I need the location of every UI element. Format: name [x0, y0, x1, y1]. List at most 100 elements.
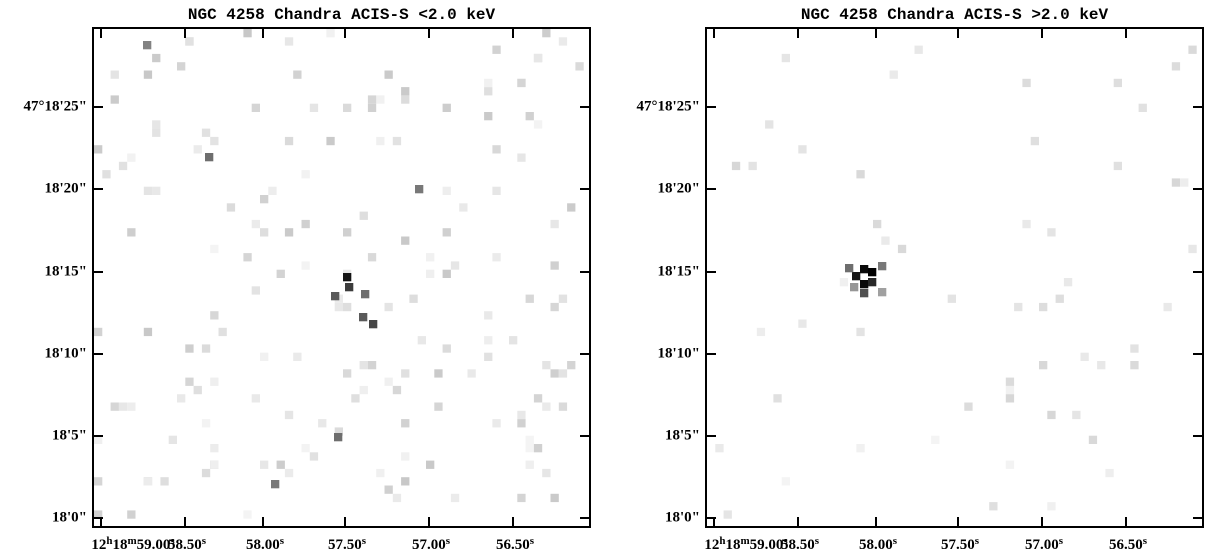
pixel [401, 95, 410, 104]
pixel [897, 244, 907, 254]
pixel [525, 435, 534, 444]
pixel [210, 136, 219, 146]
pixel [143, 41, 152, 50]
pixel [201, 468, 211, 478]
pixel [94, 477, 103, 486]
pixel [517, 410, 526, 420]
pixel [177, 62, 186, 71]
pixel [110, 402, 119, 411]
pixel [450, 493, 460, 503]
pixel [127, 510, 136, 519]
pixel [318, 419, 327, 428]
pixel [392, 493, 402, 503]
tick-value: 57.00 [412, 537, 446, 553]
y-tick-label: 47°18'25" [24, 98, 88, 114]
y-tick-label: 18'5" [665, 427, 700, 443]
pixel [168, 435, 177, 444]
pixel [110, 95, 119, 104]
pixel [434, 369, 443, 378]
pixel [367, 95, 377, 104]
pixel [484, 311, 493, 320]
pixel [533, 120, 543, 129]
pixel [417, 336, 426, 345]
pixel [218, 327, 227, 337]
pixel [467, 369, 476, 378]
pixel [567, 361, 576, 370]
y-tick-label: 18'0" [52, 509, 87, 525]
pixel [118, 402, 128, 411]
pixel [1039, 302, 1048, 312]
y-tick-label: 18'15" [658, 263, 701, 279]
pixel [442, 228, 451, 237]
tick-value: 12 [704, 537, 719, 553]
pixel [293, 70, 302, 79]
pixel [127, 228, 136, 237]
pixel [1055, 294, 1064, 303]
pixel [384, 485, 393, 494]
tick-unit: s [815, 535, 820, 547]
pixel [251, 286, 260, 295]
pixel [359, 385, 368, 395]
pixel [550, 302, 559, 312]
pixel [542, 361, 551, 370]
pixel [550, 369, 559, 378]
pixel [558, 369, 568, 378]
pixel [1171, 178, 1181, 187]
pixel [260, 460, 269, 469]
pixel [509, 336, 518, 345]
tick-value: 58.00 [246, 537, 280, 553]
pixel [1063, 278, 1073, 287]
tick-value: 58.00 [859, 537, 893, 553]
pixel [484, 78, 493, 88]
pixel [94, 435, 103, 444]
pixel [798, 319, 807, 328]
pixel [185, 377, 194, 386]
pixel [715, 444, 724, 453]
pixel [1105, 468, 1114, 478]
pixel [143, 70, 153, 79]
tick-unit: s [202, 535, 207, 547]
pixel [376, 468, 385, 478]
pixel [856, 170, 865, 179]
pixel [542, 402, 551, 411]
pixel [359, 313, 368, 322]
pixel [1005, 385, 1015, 395]
pixel [331, 292, 340, 301]
pixel [243, 253, 252, 262]
pixel [185, 344, 194, 353]
pixel [334, 427, 343, 436]
pixel [94, 327, 103, 337]
pixel [442, 103, 451, 112]
tick-value: 56.50 [496, 537, 530, 553]
pixel [1188, 45, 1197, 54]
pixel [243, 510, 252, 519]
pixel [343, 369, 352, 378]
pixel [878, 262, 887, 271]
frame [705, 27, 1204, 528]
pixel [1130, 344, 1139, 353]
pixel [201, 419, 211, 428]
pixel [343, 103, 352, 112]
pixel [401, 369, 410, 378]
pixel [260, 195, 269, 204]
tick-value: 18 [725, 537, 740, 553]
pixel [989, 502, 998, 511]
pixel [459, 203, 468, 212]
pixel [343, 302, 352, 312]
pixel [533, 394, 543, 403]
tick-unit: h [106, 535, 112, 547]
pixel [1005, 460, 1015, 469]
pixel [152, 186, 161, 195]
pixel [1130, 361, 1139, 370]
pixel [947, 294, 956, 303]
pixel [301, 219, 310, 229]
pixel [542, 468, 551, 478]
pixel [781, 477, 790, 486]
pixel [160, 477, 169, 486]
pixel [268, 186, 277, 195]
pixel [376, 136, 385, 146]
pixel [152, 53, 161, 63]
tick-value: 18 [112, 537, 127, 553]
pixel [94, 510, 103, 519]
pixel [345, 283, 354, 292]
